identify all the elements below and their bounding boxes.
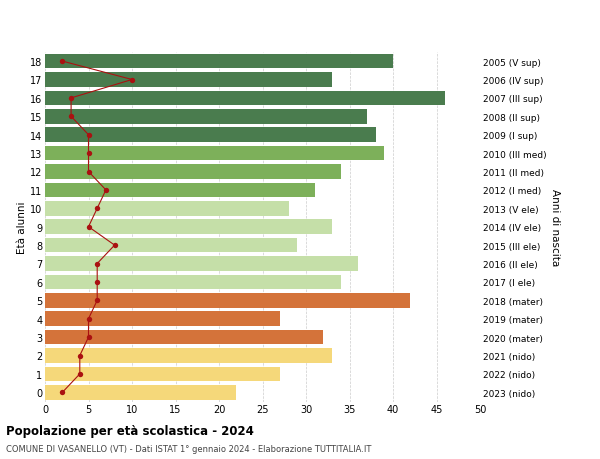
Point <box>84 224 94 231</box>
Bar <box>45 146 385 161</box>
Point <box>101 187 111 194</box>
Bar <box>45 312 280 326</box>
Bar <box>45 220 332 235</box>
Text: COMUNE DI VASANELLO (VT) - Dati ISTAT 1° gennaio 2024 - Elaborazione TUTTITALIA.: COMUNE DI VASANELLO (VT) - Dati ISTAT 1°… <box>6 444 371 453</box>
Bar <box>45 238 298 253</box>
Bar <box>45 73 332 88</box>
Point <box>84 315 94 323</box>
Bar <box>45 128 376 143</box>
Bar <box>45 257 358 271</box>
Point <box>75 352 85 359</box>
Point <box>58 389 67 396</box>
Y-axis label: Età alunni: Età alunni <box>17 201 27 253</box>
Point <box>66 113 76 121</box>
Point <box>84 168 94 176</box>
Point <box>66 95 76 102</box>
Bar <box>45 275 341 290</box>
Bar <box>45 183 315 198</box>
Y-axis label: Anni di nascita: Anni di nascita <box>550 189 560 266</box>
Point <box>110 242 119 249</box>
Point <box>58 58 67 66</box>
Text: Popolazione per età scolastica - 2024: Popolazione per età scolastica - 2024 <box>6 425 254 437</box>
Bar <box>45 165 341 179</box>
Bar <box>45 55 393 69</box>
Point <box>84 334 94 341</box>
Point <box>92 260 102 268</box>
Point <box>92 279 102 286</box>
Bar <box>45 348 332 363</box>
Bar <box>45 202 289 216</box>
Bar <box>45 293 410 308</box>
Bar <box>45 91 445 106</box>
Bar <box>45 110 367 124</box>
Point <box>92 205 102 213</box>
Bar <box>45 330 323 345</box>
Point <box>127 77 137 84</box>
Point <box>84 132 94 139</box>
Point <box>92 297 102 304</box>
Point <box>84 150 94 157</box>
Point <box>75 370 85 378</box>
Bar <box>45 367 280 381</box>
Bar <box>45 385 236 400</box>
